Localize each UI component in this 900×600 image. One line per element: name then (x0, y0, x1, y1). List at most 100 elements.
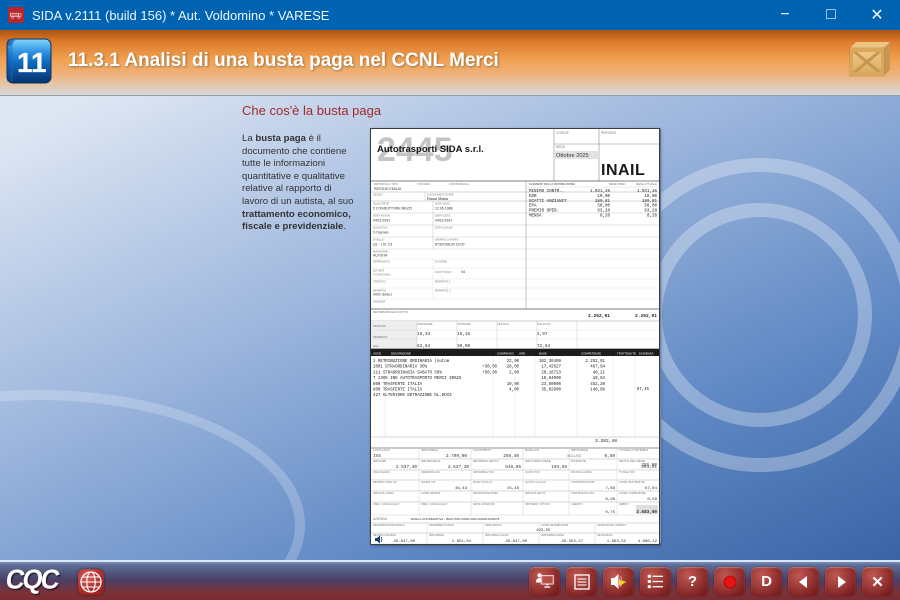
svg-text:50,00: 50,00 (644, 205, 657, 209)
svg-text:2.537,30: 2.537,30 (448, 465, 469, 470)
svg-text:2,97: 2,97 (537, 332, 548, 337)
svg-text:RITENUTE: RITENUTE (571, 459, 586, 463)
svg-text:PERMESSI: PERMESSI (373, 335, 388, 339)
svg-text:ALTRE DETRAZ.: ALTRE DETRAZ. (421, 491, 441, 495)
svg-text:MALATTIA: MALATTIA (537, 322, 551, 326)
svg-text:189,81: 189,81 (595, 200, 611, 204)
svg-text:DATA ASSUN.: DATA ASSUN. (373, 214, 391, 218)
svg-text:193,55: 193,55 (551, 465, 567, 470)
svg-text:63,28: 63,28 (644, 210, 657, 214)
svg-text:10,04: 10,04 (593, 377, 606, 381)
svg-text:10,00: 10,00 (644, 195, 657, 199)
svg-text:MENSA: MENSA (529, 215, 542, 219)
svg-text:QUALIFICA: QUALIFICA (373, 226, 388, 230)
svg-text:256,40: 256,40 (503, 454, 519, 459)
svg-text:1.931,46: 1.931,46 (590, 190, 611, 194)
svg-text:EDR: EDR (529, 195, 537, 199)
svg-text:PERIODO: PERIODO (373, 324, 387, 328)
svg-text:COMPETENZE: COMPETENZE (581, 352, 601, 356)
svg-text:04/11/1991: 04/11/1991 (435, 219, 452, 223)
svg-text:8T30/168,00 22,00: 8T30/168,00 22,00 (435, 243, 464, 247)
svg-text:PERIODO: PERIODO (601, 131, 617, 135)
svg-text:RETRIB.LORDA GG: RETRIB.LORDA GG (373, 480, 397, 484)
svg-text:111 STRAORDINARIA SABATO 50%: 111 STRAORDINARIA SABATO 50% (373, 371, 442, 375)
svg-text:IMPONIBILE: IMPONIBILE (421, 448, 438, 452)
svg-text:ELEMENTI DELLA RETRIBUZIONE: ELEMENTI DELLA RETRIBUZIONE (529, 182, 575, 186)
svg-text:CONTRIB.ENTE BIL: CONTRIB.ENTE BIL (571, 480, 595, 484)
svg-text:140,08: 140,08 (590, 389, 605, 393)
svg-text:CONTR.RAGG: CONTR.RAGG (449, 182, 469, 186)
svg-text:DENOMINAZIONE BANCA: DENOMINAZIONE BANCA (373, 523, 405, 527)
svg-text:63,28: 63,28 (597, 210, 610, 214)
svg-text:TRATTENUTA FISC.: TRATTENUTA FISC. (571, 491, 595, 495)
svg-text:8,26: 8,26 (600, 215, 611, 219)
svg-text:ORE: ORE (519, 352, 525, 356)
svg-text:RETRIBUZ.NETTA: RETRIBUZ.NETTA (473, 459, 498, 463)
svg-text:AGENZIA: AGENZIA (373, 300, 385, 304)
svg-text:EVIDENZA: EVIDENZA (639, 352, 654, 356)
svg-text:SEDE: SEDE (556, 145, 566, 149)
svg-text:IMPOSTA NETTA: IMPOSTA NETTA (525, 491, 546, 495)
svg-text:MESE ATTUALE: MESE ATTUALE (636, 182, 657, 186)
svg-text:28.847,00: 28.847,00 (505, 540, 527, 544)
svg-text:2.683,00: 2.683,00 (636, 510, 657, 515)
svg-text:Autotrasporti SIDA s.r.l.: Autotrasporti SIDA s.r.l. (377, 144, 484, 155)
svg-text:35,02000: 35,02000 (541, 389, 561, 393)
svg-text:2.252,01: 2.252,01 (635, 313, 657, 319)
svg-text:% FIGHE: % FIGHE (435, 260, 447, 264)
svg-text:15,16: 15,16 (457, 332, 471, 337)
svg-text:4.690,12: 4.690,12 (638, 540, 658, 544)
svg-text:1 RETRIBUZIONE ORDINARIA (Aut: 1 RETRIBUZIONE ORDINARIA (Autom (373, 359, 450, 364)
svg-text:IMP.LORDO MESE: IMP.LORDO MESE (525, 459, 551, 463)
svg-text:A CONS.MAG.: A CONS.MAG. (373, 273, 392, 277)
svg-text:800 TRASFERTE ITALIA: 800 TRASFERTE ITALIA (373, 389, 423, 393)
svg-text:0001-Sede1: 0001-Sede1 (373, 293, 392, 297)
svg-text:487,94: 487,94 (590, 366, 605, 370)
svg-text:26.353,27: 26.353,27 (561, 540, 583, 544)
svg-text:8,26: 8,26 (647, 215, 658, 219)
svg-text:VOCE: VOCE (373, 352, 381, 356)
svg-text:DATA QUALIF.: DATA QUALIF. (435, 226, 453, 230)
svg-text:EPA: EPA (529, 205, 537, 209)
svg-text:2.790,00: 2.790,00 (446, 454, 467, 459)
svg-text:0,50: 0,50 (604, 454, 615, 459)
svg-text:IMPONIBILE TFR: IMPONIBILE TFR (473, 470, 494, 474)
svg-text:SESSO: SESSO (373, 193, 383, 197)
svg-text:2.651,04: 2.651,04 (452, 540, 472, 544)
svg-text:RETRIBUZIONE DI FATTO: RETRIBUZIONE DI FATTO (373, 310, 409, 314)
svg-text:ALTRE RETRIBUZIONI: ALTRE RETRIBUZIONI (541, 523, 568, 527)
svg-text:1.931,46: 1.931,46 (637, 190, 658, 194)
svg-text:5 CONDUTTORE MEZZI: 5 CONDUTTORE MEZZI (373, 207, 412, 211)
svg-text:30,00: 30,00 (457, 344, 471, 349)
svg-text:102,36409: 102,36409 (539, 360, 562, 364)
svg-text:IMPOSTA LORDA: IMPOSTA LORDA (373, 491, 394, 495)
svg-text:BANCA COOPERATIVA - IBAN IT96: BANCA COOPERATIVA - IBAN IT96 C0000 0340… (411, 517, 500, 521)
svg-text:IMPONIBILE SOLID.: IMPONIBILE SOLID. (485, 533, 509, 537)
svg-text:67,45: 67,45 (637, 388, 650, 392)
svg-text:46,49: 46,49 (455, 487, 468, 491)
svg-text:IMPONIBILE IRPEF: IMPONIBILE IRPEF (541, 533, 565, 537)
svg-text:62,84: 62,84 (417, 344, 431, 349)
svg-text:28,00: 28,00 (507, 366, 520, 370)
svg-text:CREDITO: CREDITO (373, 280, 386, 284)
svg-text:1001 STRAORDINARIA 30%: 1001 STRAORDINARIA 30% (373, 366, 428, 370)
svg-text:APPROVATO: APPROVATO (373, 260, 391, 264)
svg-text:INDENNITA CIG: INDENNITA CIG (421, 470, 440, 474)
svg-text:AUTISTA: AUTISTA (373, 254, 388, 258)
svg-text:INAIL: INAIL (601, 162, 645, 179)
svg-text:454,51: 454,51 (641, 465, 657, 470)
svg-text:DETRAZIONE IRPEF: DETRAZIONE IRPEF (473, 491, 498, 495)
svg-text:72,84: 72,84 (537, 344, 551, 349)
svg-text:REPARTO 2: REPARTO 2 (435, 289, 451, 293)
svg-text:11: 11 (17, 47, 47, 78)
svg-text:19,00: 19,00 (507, 383, 520, 387)
svg-text:REGGIO EMILIA: REGGIO EMILIA (374, 187, 402, 191)
svg-text:QUAL.PROF.: QUAL.PROF. (373, 202, 390, 206)
svg-text:1.893,52: 1.893,52 (607, 540, 627, 544)
svg-text:STRAORD.: STRAORD. (457, 322, 472, 326)
svg-text:0,58: 0,58 (647, 498, 657, 502)
svg-text:IMPONIBILE: IMPONIBILE (571, 448, 588, 452)
svg-text:TRATTENUTE: TRATTENUTE (617, 352, 636, 356)
svg-text:DATA CESS.: DATA CESS. (435, 214, 451, 218)
svg-text:67,84: 67,84 (645, 487, 658, 491)
